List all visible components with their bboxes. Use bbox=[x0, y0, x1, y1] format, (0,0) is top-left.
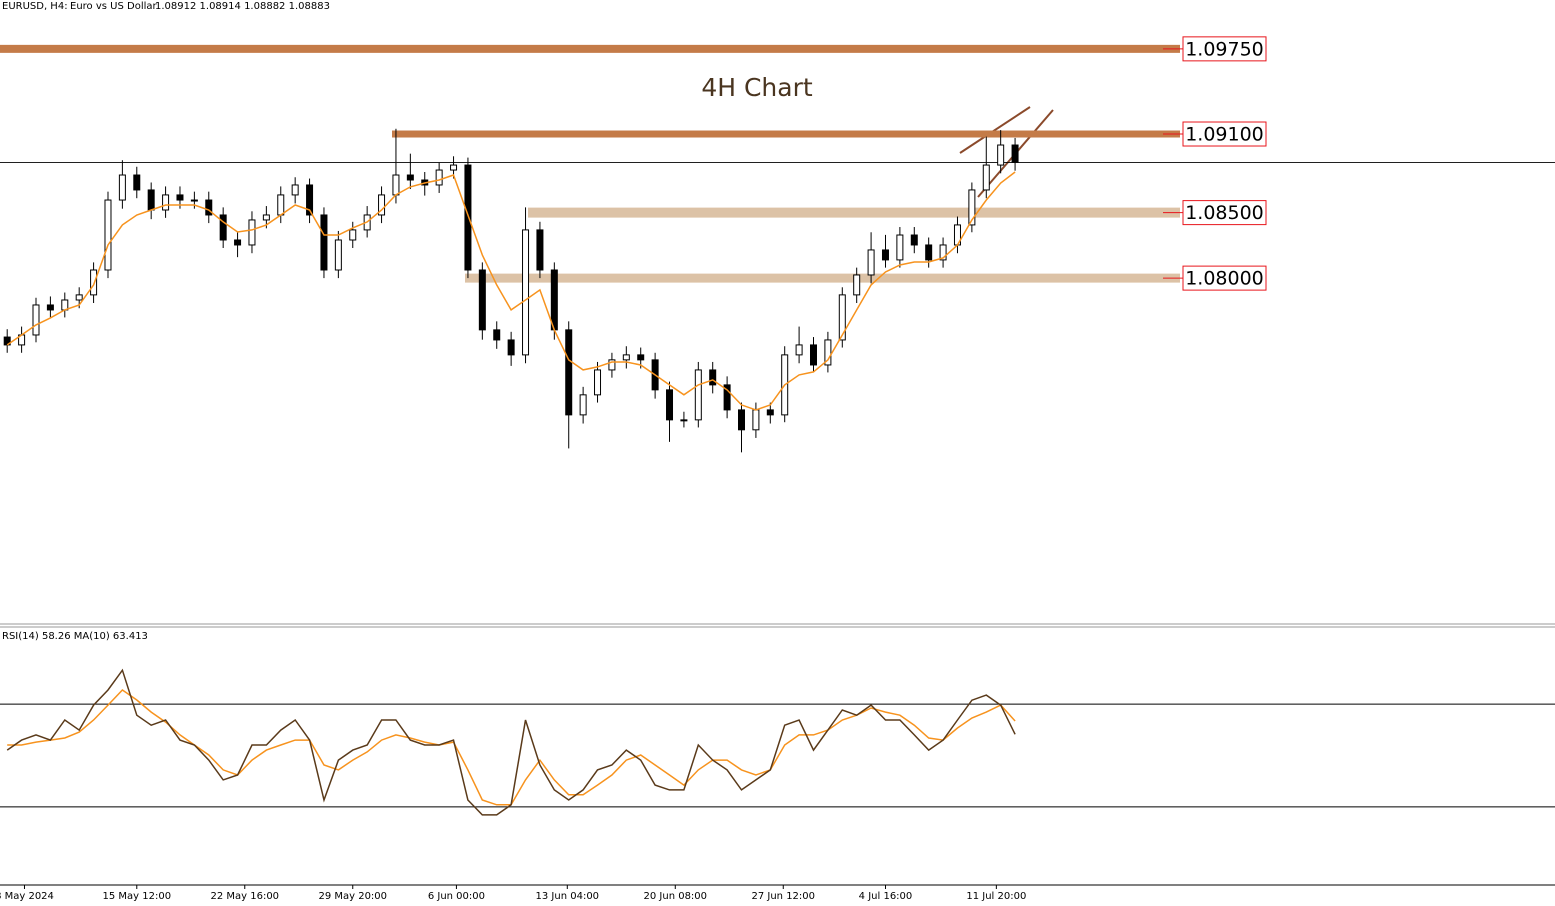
level-label: 1.08500 bbox=[1185, 202, 1264, 224]
candle-body bbox=[450, 164, 458, 171]
candle-body bbox=[579, 394, 587, 416]
candle-body bbox=[493, 329, 501, 341]
channel-line bbox=[959, 106, 1031, 154]
candle-body bbox=[478, 269, 486, 331]
x-tick-label: 29 May 20:00 bbox=[318, 891, 387, 902]
candle-body bbox=[680, 419, 688, 422]
candle-body bbox=[205, 199, 213, 216]
candle-body bbox=[881, 249, 889, 261]
candle-body bbox=[738, 409, 746, 431]
level-label: 1.08000 bbox=[1185, 268, 1264, 290]
candle-body bbox=[291, 184, 299, 196]
level-label-box bbox=[1182, 200, 1267, 226]
candle-body bbox=[622, 354, 630, 361]
candle-body bbox=[219, 214, 227, 241]
candle-body bbox=[90, 269, 98, 296]
candle-body bbox=[334, 239, 342, 271]
candle-body bbox=[147, 189, 155, 211]
candle-body bbox=[1011, 144, 1019, 163]
candle-body bbox=[3, 336, 11, 346]
rsi-line bbox=[6, 668, 1016, 816]
candle-body bbox=[507, 339, 515, 356]
level-label-box bbox=[1182, 36, 1267, 62]
level-label: 1.09750 bbox=[1185, 38, 1264, 60]
candle-body bbox=[349, 229, 357, 241]
description: Euro vs US Dollar bbox=[70, 1, 158, 12]
candle-body bbox=[277, 194, 285, 216]
candle-body bbox=[694, 369, 702, 421]
candle-body bbox=[133, 174, 141, 191]
candle-body bbox=[896, 234, 904, 261]
candle-body bbox=[522, 229, 530, 356]
candle-body bbox=[234, 239, 242, 246]
candle-body bbox=[550, 269, 558, 331]
candle-body bbox=[608, 359, 616, 371]
candle-body bbox=[565, 329, 573, 416]
candle-body bbox=[262, 214, 270, 221]
candle-body bbox=[939, 244, 947, 261]
candle-body bbox=[32, 304, 40, 336]
candle-body bbox=[968, 189, 976, 226]
candle-body bbox=[162, 194, 170, 211]
level-label-box bbox=[1182, 265, 1267, 291]
x-tick-label: 20 Jun 08:00 bbox=[644, 891, 708, 902]
candle-body bbox=[378, 194, 386, 216]
candle-body bbox=[75, 294, 83, 301]
x-tick-label: 13 Jun 04:00 bbox=[536, 891, 600, 902]
candle-body bbox=[248, 219, 256, 246]
candle-body bbox=[709, 369, 717, 386]
x-tick-label: 22 May 16:00 bbox=[210, 891, 279, 902]
candle-body bbox=[392, 174, 400, 196]
candle-body bbox=[176, 194, 184, 201]
candle-body bbox=[824, 339, 832, 366]
candle-body bbox=[306, 184, 314, 216]
candle-body bbox=[594, 369, 602, 396]
x-tick-label: 11 Jul 20:00 bbox=[966, 891, 1026, 902]
candle-body bbox=[809, 344, 817, 366]
candle-body bbox=[464, 164, 472, 271]
candle-body bbox=[867, 249, 875, 276]
x-tick-label: 4 Jul 16:00 bbox=[859, 891, 913, 902]
x-tick-label: 6 Jun 00:00 bbox=[428, 891, 485, 902]
candle-body bbox=[536, 229, 544, 271]
level-band bbox=[392, 130, 1180, 138]
candle-body bbox=[320, 214, 328, 271]
candle-body bbox=[637, 354, 645, 361]
candle-body bbox=[406, 174, 414, 181]
candle-body bbox=[666, 389, 674, 421]
level-label-box bbox=[1182, 121, 1267, 147]
level-band bbox=[465, 273, 1180, 283]
quote: 1.08912 1.08914 1.08882 1.08883 bbox=[155, 1, 330, 12]
candle-body bbox=[795, 344, 803, 356]
x-tick-label: 27 Jun 12:00 bbox=[751, 891, 815, 902]
candle-body bbox=[104, 199, 112, 271]
candle-body bbox=[118, 174, 126, 201]
candle-body bbox=[838, 294, 846, 341]
level-band bbox=[528, 207, 1180, 218]
candle-body bbox=[46, 304, 54, 311]
candle-body bbox=[766, 409, 774, 416]
chart-title: 4H Chart bbox=[701, 73, 813, 102]
level-label: 1.09100 bbox=[1185, 124, 1264, 146]
candle-body bbox=[982, 164, 990, 191]
symbol: EURUSD, H4: bbox=[2, 1, 68, 12]
candle-body bbox=[752, 409, 760, 431]
candle-body bbox=[925, 244, 933, 261]
moving-average bbox=[6, 171, 1016, 411]
level-band bbox=[0, 44, 1180, 53]
x-tick-label: 8 May 2024 bbox=[0, 891, 54, 902]
rsi-title: RSI(14) 58.26 MA(10) 63.413 bbox=[2, 631, 148, 642]
candle-body bbox=[997, 144, 1005, 166]
candle-body bbox=[723, 384, 731, 411]
candle-body bbox=[190, 199, 198, 202]
candle-body bbox=[910, 234, 918, 246]
candle-body bbox=[853, 274, 861, 296]
x-tick-label: 15 May 12:00 bbox=[102, 891, 171, 902]
candle-body bbox=[435, 169, 443, 186]
